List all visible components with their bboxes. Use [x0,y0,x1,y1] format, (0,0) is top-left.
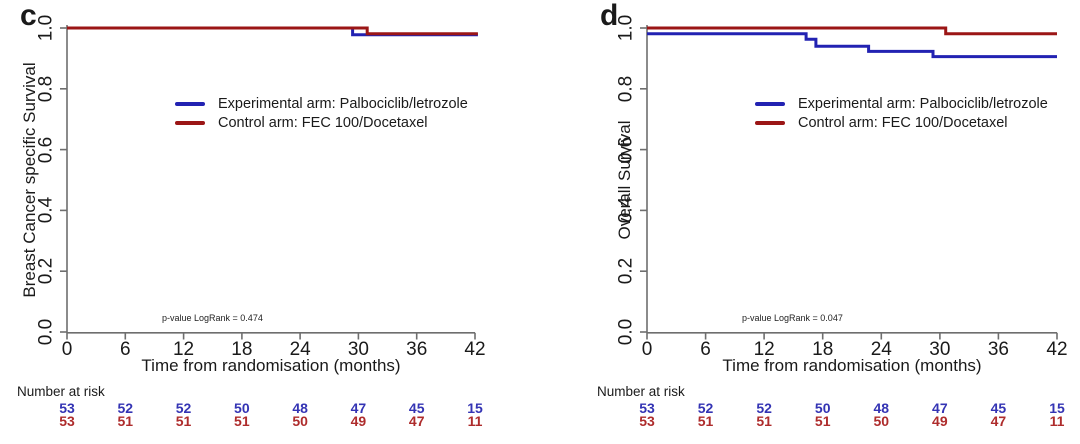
legend-row-experimental: Experimental arm: Palbociclib/letrozole [175,94,468,113]
risk-count: 51 [175,413,192,429]
legend-label-experimental: Experimental arm: Palbociclib/letrozole [798,95,1048,112]
x-tick-label: 42 [464,339,486,360]
y-tick-label: 1.0 [35,14,57,42]
risk-count: 48 [873,400,890,416]
x-tick-label: 12 [753,339,775,360]
risk-count: 53 [59,413,75,429]
risk-count: 45 [990,400,1007,416]
x-tick-label: 30 [929,339,951,360]
legend-row-control: Control arm: FEC 100/Docetaxel [755,113,1048,132]
risk-count: 47 [990,413,1007,429]
risk-count: 51 [117,413,134,429]
risk-count: 51 [756,413,772,429]
y-tick-label: 1.0 [615,14,637,42]
x-tick-label: 36 [987,339,1009,360]
panel-c: c Breast Cancer specific Survival Experi… [17,0,486,429]
risk-count: 53 [639,400,655,416]
risk-count: 50 [814,400,831,416]
risk-count: 52 [697,400,714,416]
x-axis-label: Time from randomisation (months) [141,356,401,375]
risk-count: 52 [175,400,192,416]
y-tick-label: 0.2 [35,257,57,285]
y-tick-label: 0.8 [615,75,637,103]
risk-count: 47 [350,400,367,416]
km-plot-c [60,25,478,340]
risk-count: 49 [932,413,948,429]
legend-line-control [175,120,205,125]
risk-count: 51 [814,413,831,429]
x-tick-label: 6 [119,339,131,360]
risk-count: 53 [59,400,75,416]
x-tick-label: 42 [1046,339,1068,360]
risk-count: 52 [117,400,134,416]
legend-label-experimental: Experimental arm: Palbociclib/letrozole [218,95,468,112]
panel-d: d Overall Survival Experimental arm: Pal… [540,0,1080,444]
risk-count: 49 [350,413,367,429]
risk-count: 47 [932,400,948,416]
risk-count: 11 [1049,413,1065,429]
x-tick-label: 36 [406,339,428,360]
x-tick-label: 18 [231,339,253,360]
legend-row-experimental: Experimental arm: Palbociclib/letrozole [755,94,1048,113]
legend: Experimental arm: Palbociclib/letrozole … [175,94,468,132]
risk-count: 52 [756,400,772,416]
legend-label-control: Control arm: FEC 100/Docetaxel [798,114,1008,131]
legend-row-control: Control arm: FEC 100/Docetaxel [175,113,468,132]
risk-count: 15 [467,400,483,416]
risk-count: 50 [873,413,890,429]
panel-letter: d [600,0,619,32]
x-tick-label: 0 [641,339,653,360]
x-tick-label: 18 [812,339,834,360]
number-at-risk-label: Number at risk [597,384,685,399]
logrank-pvalue: p-value LogRank = 0.047 [742,313,843,323]
risk-count: 50 [292,413,308,429]
risk-count: 47 [408,413,425,429]
risk-count: 51 [697,413,714,429]
risk-count: 48 [292,400,308,416]
x-tick-label: 0 [61,339,73,360]
y-tick-label: 0.6 [35,136,57,163]
risk-count: 50 [234,400,250,416]
y-tick-label: 0.4 [615,197,637,224]
panel-letter: c [20,0,37,32]
x-tick-label: 12 [172,339,195,360]
x-tick-label: 24 [289,339,311,360]
y-tick-label: 0.0 [35,318,57,346]
legend: Experimental arm: Palbociclib/letrozole … [755,94,1048,132]
risk-count: 11 [467,413,483,429]
y-tick-label: 0.8 [35,75,57,103]
risk-count: 51 [234,413,250,429]
x-axis-label: Time from randomisation (months) [722,356,982,375]
x-tick-label: 30 [347,339,369,360]
risk-count: 15 [1049,400,1065,416]
y-tick-label: 0.6 [615,136,637,163]
number-at-risk-label: Number at risk [17,384,105,399]
x-tick-label: 24 [870,339,892,360]
legend-line-control [755,120,785,125]
logrank-pvalue: p-value LogRank = 0.474 [162,313,263,323]
y-tick-label: 0.0 [615,318,637,346]
risk-count: 53 [639,413,655,429]
x-tick-label: 6 [700,339,711,360]
y-tick-label: 0.4 [35,197,57,224]
legend-line-experimental [175,101,205,106]
km-plot-d [640,25,1058,340]
risk-count: 45 [408,400,425,416]
legend-label-control: Control arm: FEC 100/Docetaxel [218,114,428,131]
legend-line-experimental [755,101,785,106]
y-tick-label: 0.2 [615,257,637,285]
